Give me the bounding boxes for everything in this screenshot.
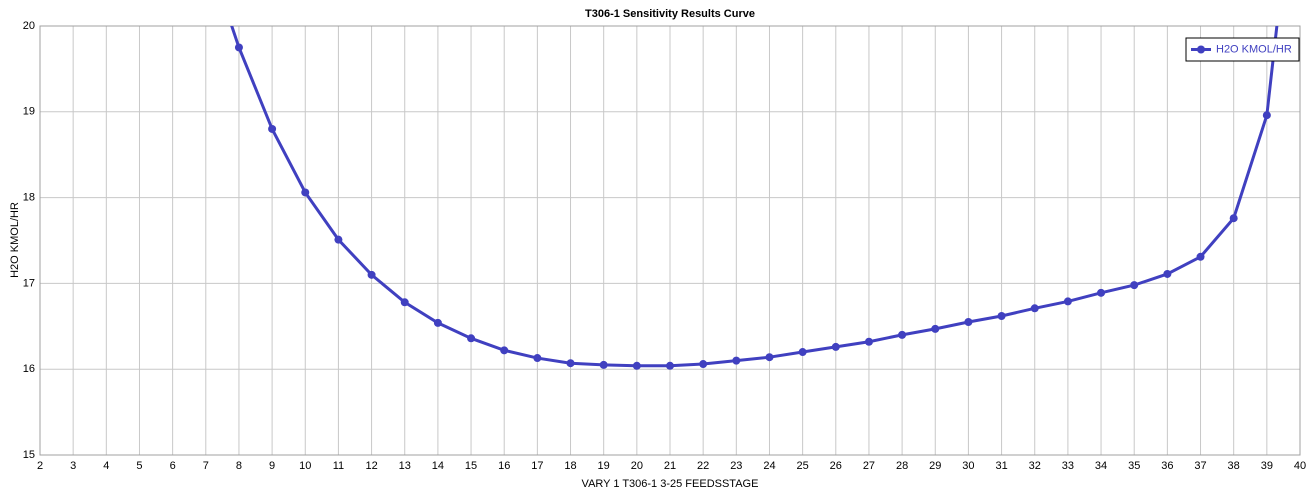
data-point (533, 354, 542, 363)
x-tick-label: 32 (1029, 460, 1041, 472)
y-tick-label: 15 (23, 449, 35, 461)
data-point (732, 356, 741, 365)
x-tick-label: 36 (1161, 460, 1173, 472)
x-tick-label: 3 (70, 460, 76, 472)
data-point (632, 361, 641, 370)
data-point (599, 360, 608, 369)
x-tick-label: 8 (236, 460, 242, 472)
legend-label: H2O KMOL/HR (1216, 43, 1292, 55)
data-point (268, 124, 277, 133)
data-point (500, 346, 509, 355)
x-tick-label: 34 (1095, 460, 1107, 472)
y-tick-label: 20 (23, 20, 35, 32)
x-tick-label: 29 (929, 460, 941, 472)
x-tick-label: 17 (531, 460, 543, 472)
data-point (765, 353, 774, 362)
x-tick-label: 7 (203, 460, 209, 472)
legend-marker (1197, 45, 1205, 54)
x-tick-label: 10 (299, 460, 311, 472)
x-tick-label: 31 (995, 460, 1007, 472)
x-tick-label: 24 (763, 460, 775, 472)
x-tick-label: 25 (797, 460, 809, 472)
data-point (367, 270, 376, 279)
y-tick-label: 18 (23, 192, 35, 204)
data-point (1196, 252, 1205, 261)
series-line (230, 26, 1279, 368)
data-point (334, 235, 343, 244)
x-tick-label: 5 (136, 460, 142, 472)
y-tick-label: 16 (23, 363, 35, 375)
data-point (1063, 297, 1072, 306)
data-point (566, 359, 575, 368)
y-axis-label: H2O KMOL/HR (9, 202, 21, 278)
x-tick-label: 38 (1228, 460, 1240, 472)
data-point (1163, 269, 1172, 278)
x-tick-label: 30 (962, 460, 974, 472)
x-tick-label: 13 (399, 460, 411, 472)
x-tick-label: 35 (1128, 460, 1140, 472)
x-tick-label: 15 (465, 460, 477, 472)
x-tick-label: 27 (863, 460, 875, 472)
data-point (699, 360, 708, 369)
data-point (433, 318, 442, 327)
x-axis-label: VARY 1 T306-1 3-25 FEEDSSTAGE (582, 478, 759, 490)
legend-box (1185, 37, 1300, 62)
data-point (997, 312, 1006, 321)
plot-area (230, 26, 1279, 370)
data-point (400, 298, 409, 307)
x-tick-label: 6 (170, 460, 176, 472)
x-tick-label: 14 (432, 460, 444, 472)
data-point (1130, 281, 1139, 290)
data-point (666, 361, 674, 370)
data-point (798, 348, 807, 357)
x-tick-label: 19 (598, 460, 610, 472)
x-tick-label: 11 (333, 460, 344, 472)
x-tick-label: 12 (365, 460, 377, 472)
data-point (931, 324, 940, 333)
x-tick-label: 4 (103, 460, 109, 472)
x-tick-label: 39 (1261, 460, 1273, 472)
data-point (964, 318, 973, 327)
x-tick-label: 16 (498, 460, 510, 472)
y-tick-label: 17 (23, 277, 35, 289)
data-point (1097, 288, 1106, 297)
x-tick-label: 9 (269, 460, 275, 472)
data-point (234, 43, 243, 52)
y-tick-label: 19 (23, 106, 35, 118)
data-point (1030, 304, 1039, 313)
x-tick-label: 22 (697, 460, 709, 472)
chart-title: T306-1 Sensitivity Results Curve (585, 8, 755, 20)
x-tick-label: 18 (564, 460, 576, 472)
x-tick-label: 33 (1062, 460, 1074, 472)
x-tick-label: 40 (1294, 460, 1306, 472)
plot-border (39, 25, 1301, 456)
x-tick-label: 23 (730, 460, 742, 472)
data-point (831, 342, 840, 351)
data-point (301, 188, 310, 197)
data-point (1262, 111, 1271, 120)
x-tick-label: 20 (631, 460, 643, 472)
x-tick-label: 21 (664, 460, 676, 472)
data-point (1229, 214, 1238, 223)
data-point (864, 337, 873, 346)
x-tick-label: 28 (896, 460, 908, 472)
data-point (467, 334, 476, 343)
x-tick-label: 26 (830, 460, 842, 472)
legend: H2O KMOL/HR (1185, 37, 1300, 62)
x-tick-label: 37 (1194, 460, 1206, 472)
data-point (898, 330, 907, 339)
x-tick-label: 2 (37, 460, 43, 472)
